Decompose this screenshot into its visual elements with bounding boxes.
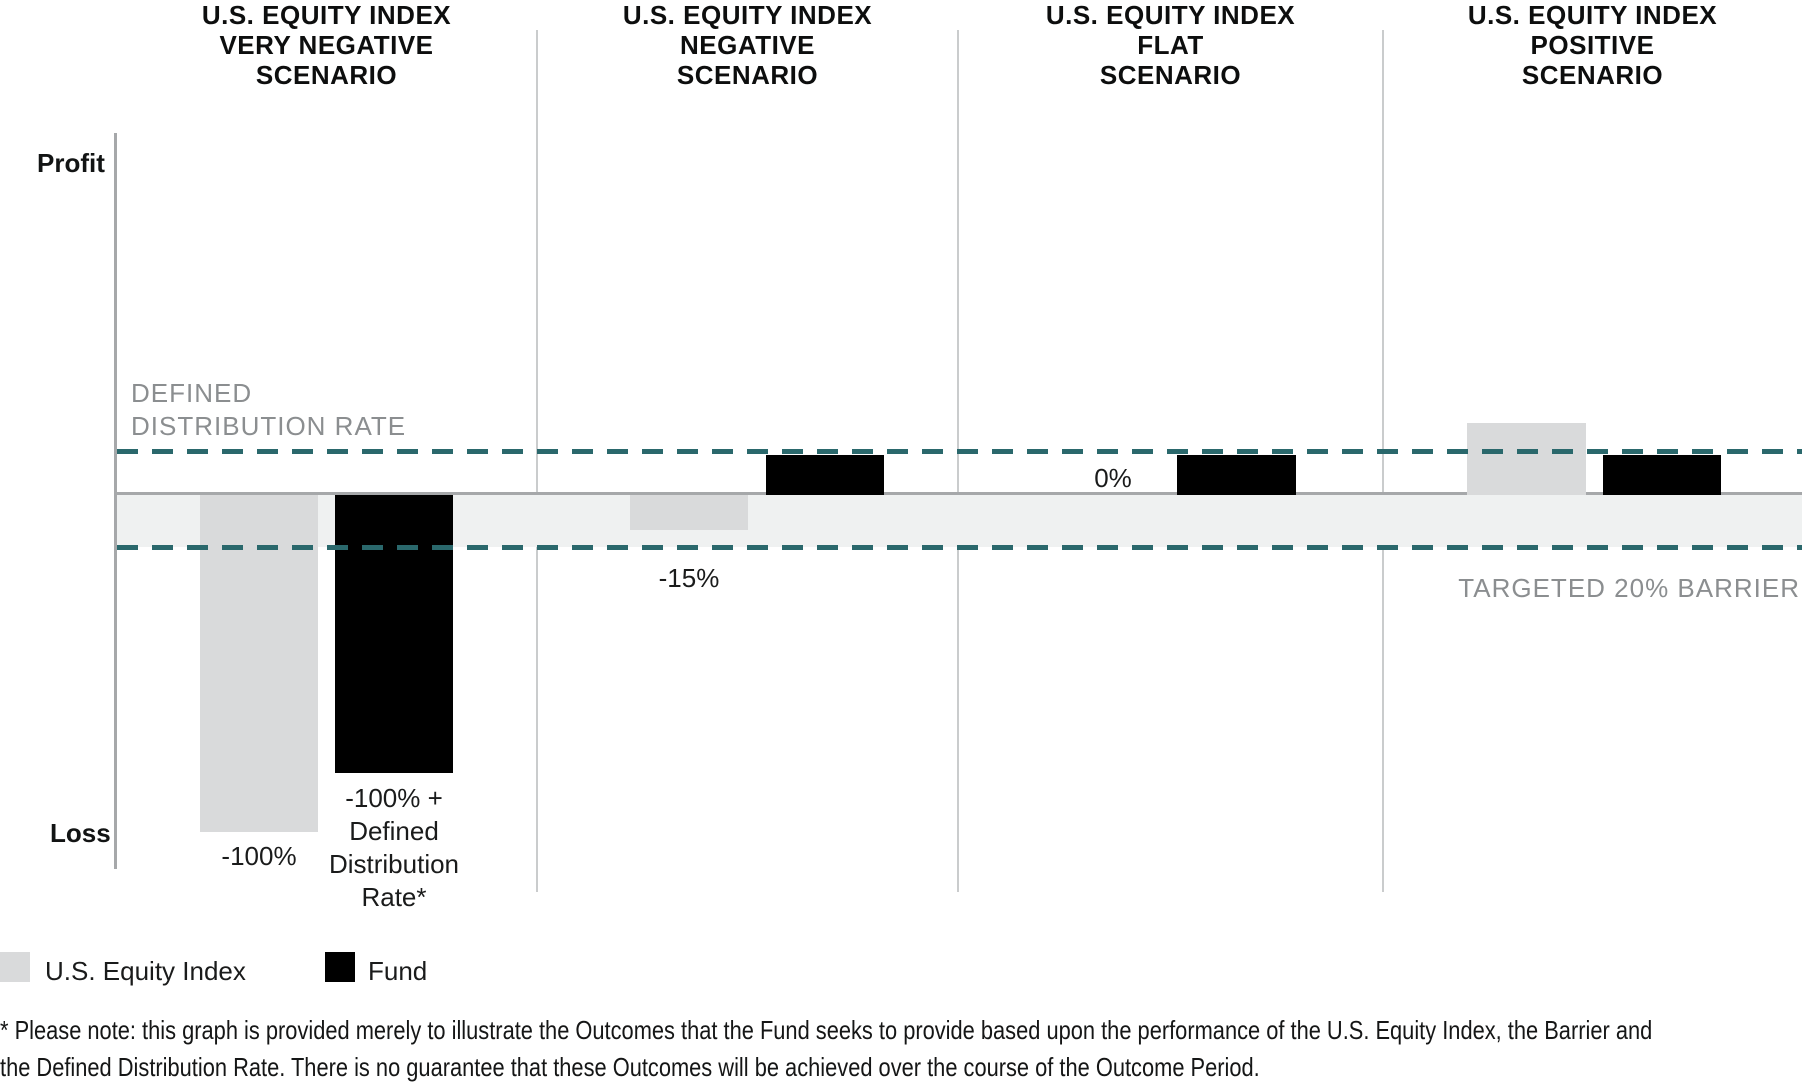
defined-distribution-rate-label-line: DISTRIBUTION RATE (131, 411, 407, 441)
zero-line (117, 492, 1802, 495)
scenario-title-line: U.S. EQUITY INDEX (1045, 0, 1296, 30)
defined-distribution-rate-label-line: DEFINED (131, 378, 253, 408)
targeted-barrier-line (117, 545, 1802, 550)
bar-value-label-fund-very-negative: -100% + Defined Distribution Rate* (299, 782, 489, 914)
fund-label-line: Distribution (328, 849, 460, 879)
bar-index-positive (1467, 423, 1586, 495)
legend-label-index: U.S. Equity Index (45, 956, 246, 986)
panel-divider (536, 30, 538, 892)
footnote-line: the Defined Distribution Rate. There is … (0, 1052, 1260, 1082)
targeted-barrier-label: TARGETED 20% BARRIER (1458, 573, 1800, 603)
bar-fund-negative (766, 455, 884, 495)
panel-divider (1382, 30, 1384, 892)
defined-distribution-rate-line (117, 449, 1802, 454)
bar-index-negative (630, 495, 748, 530)
y-axis-line (114, 133, 117, 869)
bar-fund-flat (1177, 455, 1296, 495)
footnote: * Please note: this graph is provided me… (0, 1012, 1802, 1085)
scenario-title-line: U.S. EQUITY INDEX (201, 0, 452, 30)
profit-axis-label: Profit (37, 148, 105, 178)
legend-label-fund: Fund (368, 956, 428, 986)
bar-value-label-index-flat: 0% (1094, 463, 1132, 493)
legend-swatch-index (0, 952, 30, 982)
scenario-title-very-negative: U.S. EQUITY INDEX VERY NEGATIVE SCENARIO (116, 0, 537, 90)
fund-label-line: -100% + (345, 783, 443, 813)
scenario-title-line: U.S. EQUITY INDEX (622, 0, 873, 30)
scenario-title-line: SCENARIO (1521, 60, 1664, 90)
bar-value-label-index-very-negative: -100% (221, 841, 297, 871)
bar-value-label-index-negative: -15% (658, 563, 720, 593)
scenario-title-line: NEGATIVE (680, 30, 815, 60)
scenario-title-line: VERY NEGATIVE (219, 30, 434, 60)
fund-label-line: Defined (349, 816, 439, 846)
scenario-title-line: SCENARIO (676, 60, 819, 90)
scenario-title-line: SCENARIO (1099, 60, 1242, 90)
legend-swatch-fund (325, 952, 355, 982)
fund-label-line: Rate* (361, 882, 427, 912)
scenario-title-line: SCENARIO (255, 60, 398, 90)
defined-distribution-rate-label: DEFINED DISTRIBUTION RATE (131, 377, 406, 443)
scenario-title-line: U.S. EQUITY INDEX (1467, 0, 1718, 30)
bar-fund-very-negative (335, 495, 453, 773)
footnote-line: * Please note: this graph is provided me… (0, 1015, 1653, 1045)
loss-axis-label: Loss (50, 818, 111, 848)
scenario-title-line: FLAT (1137, 30, 1204, 60)
scenario-title-negative: U.S. EQUITY INDEX NEGATIVE SCENARIO (537, 0, 958, 90)
scenario-title-line: POSITIVE (1530, 30, 1655, 60)
bar-fund-positive (1603, 455, 1721, 495)
bar-index-very-negative (200, 495, 318, 832)
scenario-title-flat: U.S. EQUITY INDEX FLAT SCENARIO (958, 0, 1383, 90)
panel-divider (957, 30, 959, 892)
scenario-title-positive: U.S. EQUITY INDEX POSITIVE SCENARIO (1383, 0, 1802, 90)
